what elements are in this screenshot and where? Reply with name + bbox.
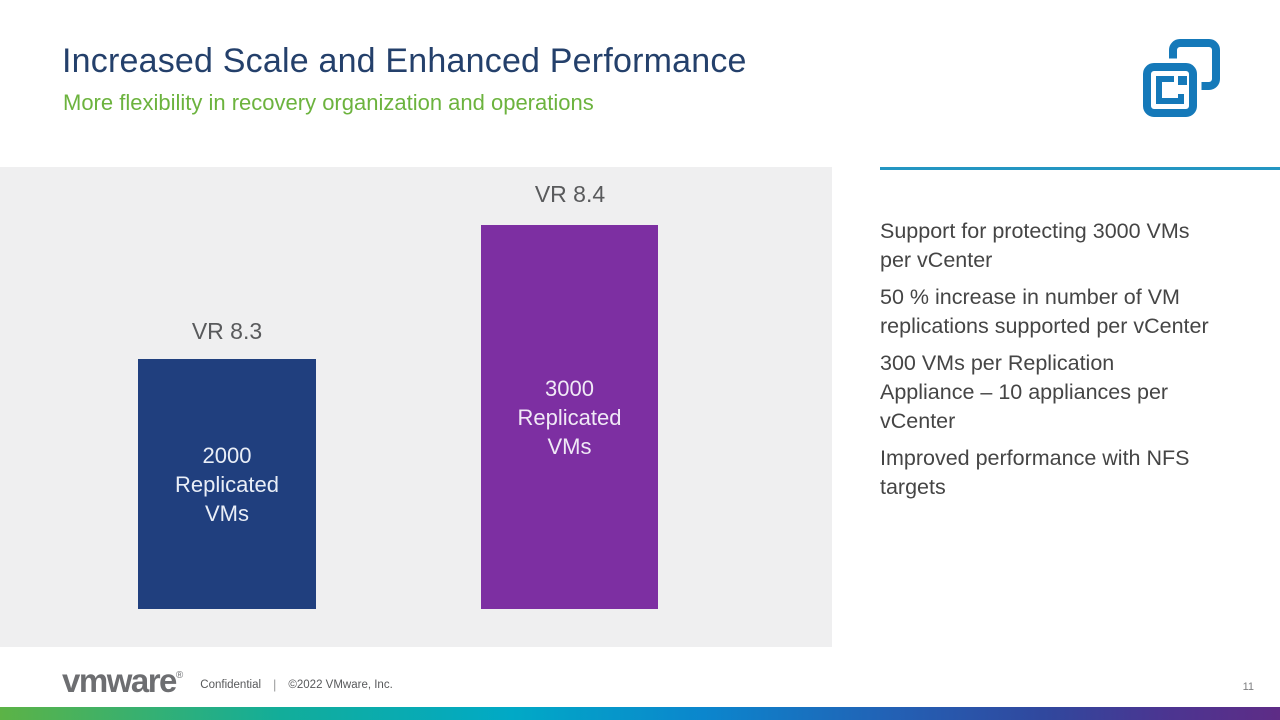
bar-category-label-vr83: VR 8.3 xyxy=(191,318,263,344)
highlights-list: Support for protecting 3000 VMs per vCen… xyxy=(880,217,1210,510)
bar-chart-panel: VR 8.3 2000 Replicated VMs VR 8.4 3000 R… xyxy=(0,167,832,647)
replication-squares-icon-svg xyxy=(1138,39,1220,122)
vmware-logo: vmware® xyxy=(62,664,183,697)
bar-vr84-label-line3: VMs xyxy=(547,433,592,459)
bar-vr83: 2000 Replicated VMs xyxy=(138,359,316,609)
bar-vr84-value: 3000 xyxy=(545,375,594,401)
highlight-item: 300 VMs per Replication Appliance – 10 a… xyxy=(880,351,1169,433)
confidential-label: Confidential xyxy=(200,678,262,691)
bar-vr84-label-line2: Replicated xyxy=(517,404,622,430)
bar-vr83-value: 2000 xyxy=(202,442,252,468)
page-number: 11 xyxy=(1242,681,1254,693)
copyright-label: ©2022 VMware, Inc. xyxy=(288,678,393,691)
footer-separator: | xyxy=(273,677,277,692)
registered-mark: ® xyxy=(175,670,184,681)
slide-subtitle: More flexibility in recovery organizatio… xyxy=(63,90,594,115)
slide-title: Increased Scale and Enhanced Performance xyxy=(62,42,747,80)
bar-category-label-vr84: VR 8.4 xyxy=(534,181,606,207)
replication-squares-icon xyxy=(1138,38,1221,122)
bar-vr84: 3000 Replicated VMs xyxy=(481,225,658,609)
bar-vr83-label-line2: Replicated xyxy=(175,471,279,497)
bar-vr83-label-line3: VMs xyxy=(205,500,249,526)
footer: vmware® Confidential | ©2022 VMware, Inc… xyxy=(62,664,393,697)
brand-gradient-strip xyxy=(0,707,1280,720)
highlight-item: 50 % increase in number of VM replicatio… xyxy=(880,285,1209,338)
footer-meta: Confidential | ©2022 VMware, Inc. xyxy=(200,677,392,692)
vmware-logo-text: vmware xyxy=(62,662,177,699)
highlight-item: Support for protecting 3000 VMs per vCen… xyxy=(880,219,1190,272)
highlight-item: Improved performance with NFS targets xyxy=(880,446,1190,499)
highlights-divider-rule xyxy=(880,167,1280,170)
